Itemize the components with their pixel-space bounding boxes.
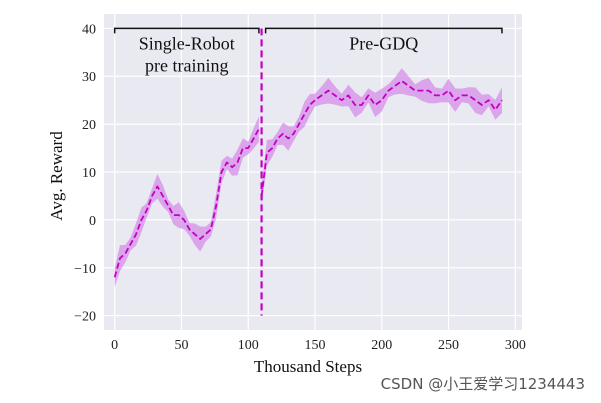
x-tick-label: 300 xyxy=(505,338,526,353)
x-tick-label: 150 xyxy=(305,338,326,353)
y-tick-label: 20 xyxy=(82,118,96,133)
phase-bracket-1 xyxy=(264,27,503,34)
x-axis-label: Thousand Steps xyxy=(254,357,362,376)
phase-label: pre training xyxy=(145,55,228,75)
y-axis-label: Avg. Reward xyxy=(47,131,66,221)
x-axis-ticks: 0 50 100 150 200 250 300 xyxy=(111,338,526,353)
std-band-1 xyxy=(261,68,502,206)
y-tick-label: −20 xyxy=(74,310,96,325)
phase-label: Pre-GDQ xyxy=(349,33,418,53)
series-line-0 xyxy=(113,128,260,278)
x-tick-label: 200 xyxy=(371,338,392,353)
y-axis-ticks: −20 −10 0 10 20 30 40 xyxy=(74,22,96,324)
phase-label: Single-Robot xyxy=(139,33,235,53)
watermark: CSDN @小王爱学习1234443 xyxy=(381,375,585,393)
phase-bracket-0 xyxy=(113,27,260,34)
x-tick-label: 0 xyxy=(111,338,118,353)
y-tick-label: 10 xyxy=(82,166,96,181)
series-lines xyxy=(113,80,503,278)
x-tick-label: 50 xyxy=(174,338,188,353)
x-tick-label: 250 xyxy=(438,338,459,353)
std-bands xyxy=(114,68,502,287)
y-tick-label: −10 xyxy=(74,262,96,277)
series-line-1 xyxy=(260,80,503,197)
y-tick-label: 30 xyxy=(82,70,96,85)
y-tick-label: 40 xyxy=(82,22,96,37)
x-tick-label: 100 xyxy=(238,338,259,353)
y-tick-label: 0 xyxy=(89,214,96,229)
